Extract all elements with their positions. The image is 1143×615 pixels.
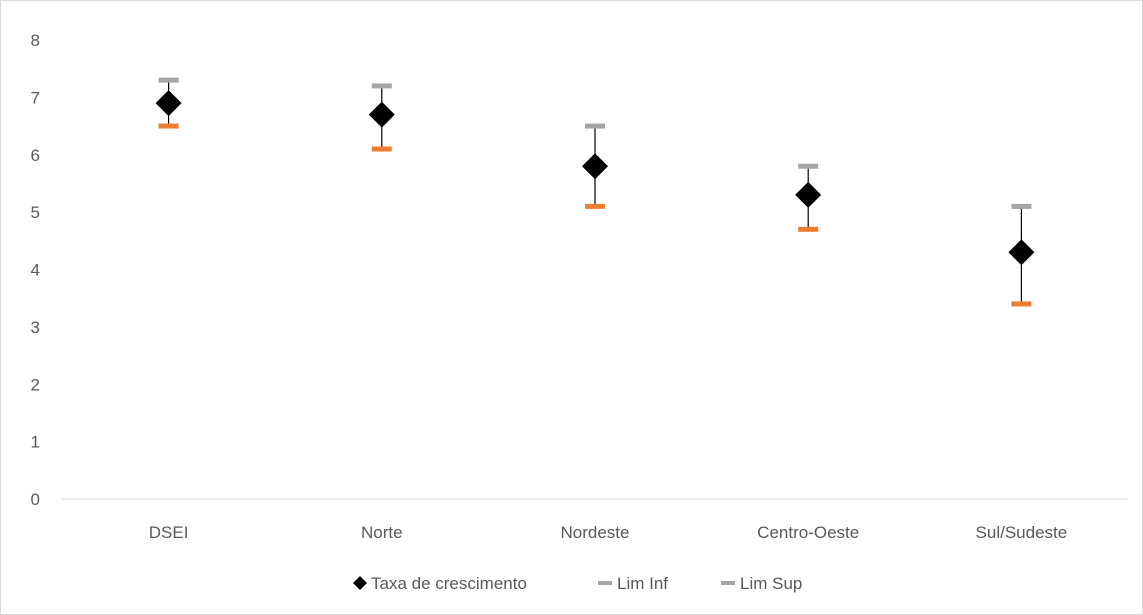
y-tick-label: 5 [31, 203, 40, 222]
lim-inf-marker [371, 146, 392, 152]
legend-label-taxa: Taxa de crescimento [371, 574, 527, 593]
legend-marker-lim-inf [598, 581, 612, 585]
y-axis-tick-labels: 0 1 2 3 4 5 6 7 8 [31, 31, 40, 509]
taxa-point [795, 181, 822, 208]
x-tick-label: Norte [361, 523, 403, 542]
y-tick-label: 8 [31, 31, 40, 50]
taxa-point [582, 153, 608, 180]
taxa-point [368, 101, 395, 128]
lim-sup-marker [1011, 203, 1032, 209]
lim-inf-series [158, 123, 1032, 307]
lim-sup-marker [371, 83, 392, 89]
y-tick-label: 4 [31, 261, 40, 280]
x-axis-tick-labels: DSEI Norte Nordeste Centro-Oeste Sul/Sudeste [149, 523, 1067, 542]
error-bars [161, 79, 1029, 304]
x-tick-label: Nordeste [561, 523, 630, 542]
legend-marker-taxa [353, 576, 367, 590]
taxa-point [155, 90, 182, 117]
y-tick-label: 6 [31, 146, 40, 165]
taxa-point [1008, 239, 1035, 266]
x-tick-label: DSEI [149, 523, 189, 542]
lim-sup-marker [585, 123, 605, 129]
lim-inf-marker [158, 123, 179, 129]
y-tick-label: 2 [31, 375, 40, 394]
taxa-series [155, 90, 1035, 266]
y-tick-label: 3 [31, 318, 40, 337]
lim-inf-marker [798, 226, 819, 232]
lim-sup-series [158, 77, 1032, 209]
lim-sup-marker [798, 163, 819, 169]
y-tick-label: 7 [31, 88, 40, 107]
legend-marker-lim-sup [721, 581, 735, 585]
lim-inf-marker [585, 203, 605, 209]
lim-inf-marker [1011, 301, 1032, 307]
y-tick-label: 0 [31, 490, 40, 509]
legend-label-lim-inf: Lim Inf [617, 574, 668, 593]
legend-label-lim-sup: Lim Sup [740, 574, 802, 593]
x-tick-label: Centro-Oeste [757, 523, 859, 542]
y-tick-label: 1 [31, 433, 40, 452]
lim-sup-marker [158, 77, 179, 83]
x-tick-label: Sul/Sudeste [976, 523, 1068, 542]
legend: Taxa de crescimento Lim Inf Lim Sup [353, 574, 802, 593]
